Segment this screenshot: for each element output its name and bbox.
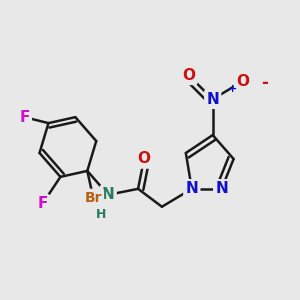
Text: +: + <box>227 84 237 94</box>
Text: O: O <box>137 152 151 166</box>
Text: F: F <box>37 196 48 211</box>
Text: O: O <box>182 68 195 83</box>
Text: N: N <box>185 181 198 196</box>
Text: -: - <box>262 74 268 92</box>
Text: O: O <box>236 74 249 89</box>
Text: N: N <box>215 181 228 196</box>
Text: H: H <box>95 208 106 221</box>
Text: Br: Br <box>85 191 102 205</box>
Text: N: N <box>206 92 219 107</box>
Text: F: F <box>20 110 30 125</box>
Text: N: N <box>102 187 115 202</box>
